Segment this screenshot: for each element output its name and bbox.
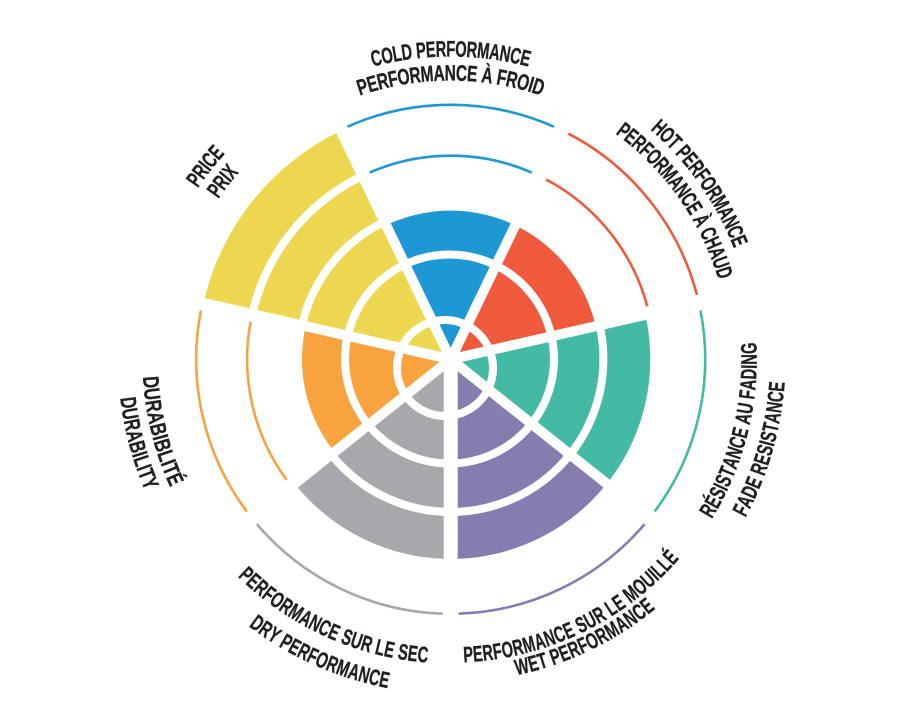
- svg-text:S: S: [396, 640, 410, 666]
- svg-text:R: R: [118, 417, 144, 433]
- svg-text:R: R: [504, 68, 520, 94]
- svg-text:D: D: [737, 368, 762, 380]
- svg-text:O: O: [379, 43, 395, 70]
- svg-text:P: P: [463, 642, 474, 667]
- svg-text:B: B: [144, 421, 171, 438]
- svg-text:I: I: [755, 438, 780, 448]
- svg-text:O: O: [499, 636, 515, 663]
- svg-text:N: N: [498, 42, 513, 68]
- svg-text:F: F: [495, 66, 509, 92]
- svg-text:C: C: [764, 390, 790, 404]
- svg-text:N: N: [738, 354, 763, 365]
- svg-text:U: U: [733, 401, 759, 416]
- svg-text:M: M: [476, 39, 491, 65]
- svg-text:E: E: [466, 62, 478, 87]
- svg-text:N: N: [445, 62, 456, 86]
- svg-text:R: R: [408, 64, 422, 90]
- svg-text:R: R: [435, 38, 447, 63]
- svg-text:R: R: [481, 640, 495, 666]
- svg-text:I: I: [126, 449, 151, 460]
- svg-text:C: C: [455, 62, 467, 87]
- svg-text:A: A: [433, 62, 445, 87]
- svg-text:R: R: [466, 38, 479, 63]
- svg-text:E: E: [425, 38, 436, 63]
- svg-text:F: F: [446, 38, 455, 63]
- svg-text:E: E: [472, 641, 484, 667]
- svg-text:À: À: [480, 63, 494, 90]
- svg-text:A: A: [736, 378, 762, 391]
- svg-text:N: N: [762, 400, 788, 414]
- svg-text:F: F: [491, 638, 504, 664]
- svg-text:D: D: [137, 375, 163, 389]
- svg-text:I: I: [738, 364, 763, 369]
- svg-text:D: D: [114, 396, 140, 410]
- svg-text:O: O: [455, 38, 467, 63]
- svg-text:F: F: [735, 389, 761, 401]
- svg-text:U: U: [138, 387, 164, 402]
- svg-text:E: E: [406, 642, 419, 668]
- svg-text:G: G: [738, 342, 763, 354]
- svg-text:A: A: [142, 410, 169, 427]
- svg-text:C: C: [416, 643, 429, 669]
- svg-text:I: I: [525, 73, 536, 98]
- svg-text:A: A: [488, 40, 502, 66]
- svg-text:P: P: [415, 39, 427, 65]
- svg-text:O: O: [396, 65, 412, 91]
- svg-text:L: L: [391, 42, 404, 68]
- svg-text:M: M: [420, 62, 435, 87]
- svg-text:I: I: [147, 432, 172, 443]
- svg-text:E: E: [765, 381, 791, 393]
- svg-text:D: D: [400, 40, 414, 66]
- svg-text:A: A: [760, 410, 786, 425]
- svg-text:R: R: [140, 398, 167, 414]
- svg-text:W: W: [512, 654, 531, 681]
- svg-text:U: U: [116, 406, 142, 421]
